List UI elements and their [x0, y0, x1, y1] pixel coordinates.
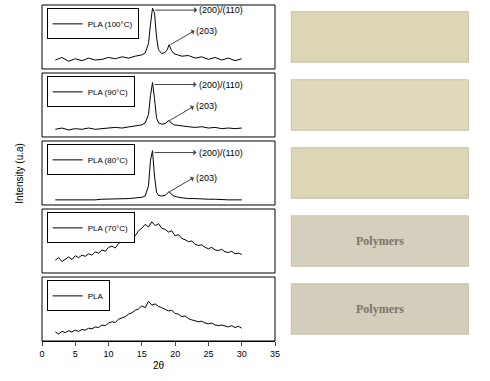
svg-text:2θ: 2θ: [153, 360, 165, 371]
svg-text:PLA: PLA: [88, 292, 104, 301]
svg-text:5: 5: [73, 349, 78, 359]
svg-text:0: 0: [39, 349, 44, 359]
svg-text:Polymers: Polymers: [356, 234, 404, 248]
svg-text:(203): (203): [196, 101, 217, 111]
svg-text:15: 15: [137, 349, 147, 359]
svg-text:Intensity (u.a): Intensity (u.a): [14, 143, 25, 204]
svg-text:(200)/(110): (200)/(110): [199, 148, 243, 158]
svg-text:(200)/(110): (200)/(110): [199, 5, 243, 15]
svg-text:PLA (70°C): PLA (70°C): [88, 224, 128, 233]
svg-text:(200)/(110): (200)/(110): [199, 80, 243, 90]
svg-text:20: 20: [170, 349, 180, 359]
svg-text:PLA (80°C): PLA (80°C): [88, 156, 128, 165]
svg-text:(203): (203): [196, 26, 217, 36]
svg-text:25: 25: [203, 349, 213, 359]
svg-text:Polymers: Polymers: [356, 302, 404, 316]
svg-text:PLA (100°C): PLA (100°C): [88, 20, 133, 29]
svg-text:35: 35: [270, 349, 280, 359]
svg-text:10: 10: [104, 349, 114, 359]
svg-text:PLA (90°C): PLA (90°C): [88, 88, 128, 97]
svg-text:(203): (203): [196, 173, 217, 183]
svg-text:30: 30: [237, 349, 247, 359]
